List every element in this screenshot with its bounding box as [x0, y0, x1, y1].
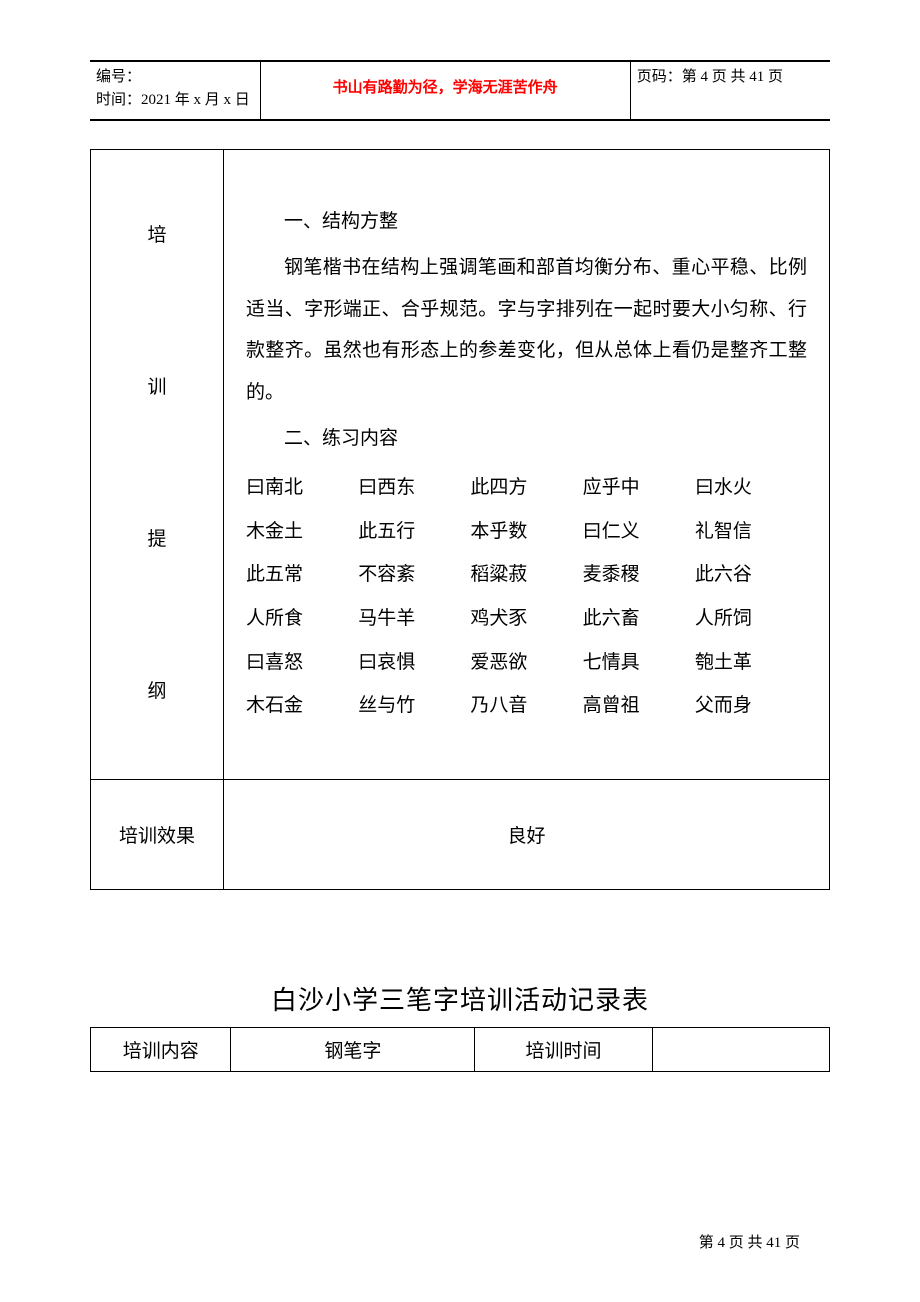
practice-item: 曰仁义 — [583, 510, 695, 554]
record-col-time-label: 培训时间 — [475, 1028, 652, 1072]
practice-item: 人所饲 — [695, 597, 807, 641]
practice-row: 木金土 此五行 本乎数 曰仁义 礼智信 — [246, 510, 807, 554]
practice-item: 高曾祖 — [583, 684, 695, 728]
practice-item: 本乎数 — [470, 510, 582, 554]
practice-row: 曰南北 曰西东 此四方 应乎中 曰水火 — [246, 466, 807, 510]
practice-item: 此五行 — [358, 510, 470, 554]
practice-item: 曰喜怒 — [246, 641, 358, 685]
practice-item: 七情具 — [583, 641, 695, 685]
header-left-cell: 编号： 时间：2021 年 x 月 x 日 — [90, 62, 260, 120]
section1-title: 一、结构方整 — [246, 201, 807, 243]
practice-item: 稻粱菽 — [470, 553, 582, 597]
outline-content-cell: 一、结构方整 钢笔楷书在结构上强调笔画和部首均衡分布、重心平稳、比例适当、字形端… — [224, 150, 830, 780]
label-char: 纲 — [148, 662, 167, 723]
practice-row: 人所食 马牛羊 鸡犬豕 此六畜 人所饲 — [246, 597, 807, 641]
header-page-label: 页码：第 4 页 共 41 页 — [630, 62, 830, 120]
result-label: 培训效果 — [91, 780, 224, 890]
practice-item: 不容紊 — [358, 553, 470, 597]
outline-label-cell: 培 训 提 纲 — [91, 150, 224, 780]
training-outline-table: 培 训 提 纲 一、结构方整 钢笔楷书在结构上强调笔画和部首均衡分布、重心平稳、… — [90, 149, 830, 890]
practice-row: 木石金 丝与竹 乃八音 高曾祖 父而身 — [246, 684, 807, 728]
record-table: 培训内容 钢笔字 培训时间 — [90, 1027, 830, 1072]
practice-item: 鸡犬豕 — [470, 597, 582, 641]
practice-item: 父而身 — [695, 684, 807, 728]
practice-item: 曰南北 — [246, 466, 358, 510]
practice-item: 爱恶欲 — [470, 641, 582, 685]
label-char: 提 — [148, 510, 167, 571]
practice-item: 丝与竹 — [358, 684, 470, 728]
practice-item: 应乎中 — [583, 466, 695, 510]
doc-date: 时间：2021 年 x 月 x 日 — [96, 92, 250, 108]
doc-id-label: 编号： — [96, 69, 141, 85]
practice-row: 此五常 不容紊 稻粱菽 麦黍稷 此六谷 — [246, 553, 807, 597]
record-col-content-value: 钢笔字 — [231, 1028, 475, 1072]
practice-row: 曰喜怒 曰哀惧 爱恶欲 七情具 匏土革 — [246, 641, 807, 685]
practice-item: 木石金 — [246, 684, 358, 728]
practice-item: 此六谷 — [695, 553, 807, 597]
result-value: 良好 — [224, 780, 830, 890]
practice-item: 马牛羊 — [358, 597, 470, 641]
record-table-title: 白沙小学三笔字培训活动记录表 — [90, 980, 830, 1017]
practice-item: 麦黍稷 — [583, 553, 695, 597]
record-col-time-value — [652, 1028, 829, 1072]
section1-body: 钢笔楷书在结构上强调笔画和部首均衡分布、重心平稳、比例适当、字形端正、合乎规范。… — [246, 247, 807, 414]
header-motto: 书山有路勤为径，学海无涯苦作舟 — [260, 62, 630, 120]
practice-item: 礼智信 — [695, 510, 807, 554]
label-char: 培 — [148, 206, 167, 267]
practice-grid: 曰南北 曰西东 此四方 应乎中 曰水火 木金土 此五行 本乎数 曰仁义 礼智信 … — [246, 466, 807, 728]
section2-title: 二、练习内容 — [246, 418, 807, 460]
practice-item: 此五常 — [246, 553, 358, 597]
record-col-content-label: 培训内容 — [91, 1028, 231, 1072]
practice-item: 乃八音 — [470, 684, 582, 728]
practice-item: 此六畜 — [583, 597, 695, 641]
practice-item: 匏土革 — [695, 641, 807, 685]
practice-item: 曰哀惧 — [358, 641, 470, 685]
outline-vertical-label: 培 训 提 纲 — [107, 160, 207, 769]
practice-item: 人所食 — [246, 597, 358, 641]
page-footer: 第 4 页 共 41 页 — [699, 1231, 800, 1252]
page-header: 编号： 时间：2021 年 x 月 x 日 书山有路勤为径，学海无涯苦作舟 页码… — [90, 62, 830, 121]
practice-item: 曰水火 — [695, 466, 807, 510]
practice-item: 此四方 — [470, 466, 582, 510]
practice-item: 木金土 — [246, 510, 358, 554]
practice-item: 曰西东 — [358, 466, 470, 510]
label-char: 训 — [148, 358, 167, 419]
